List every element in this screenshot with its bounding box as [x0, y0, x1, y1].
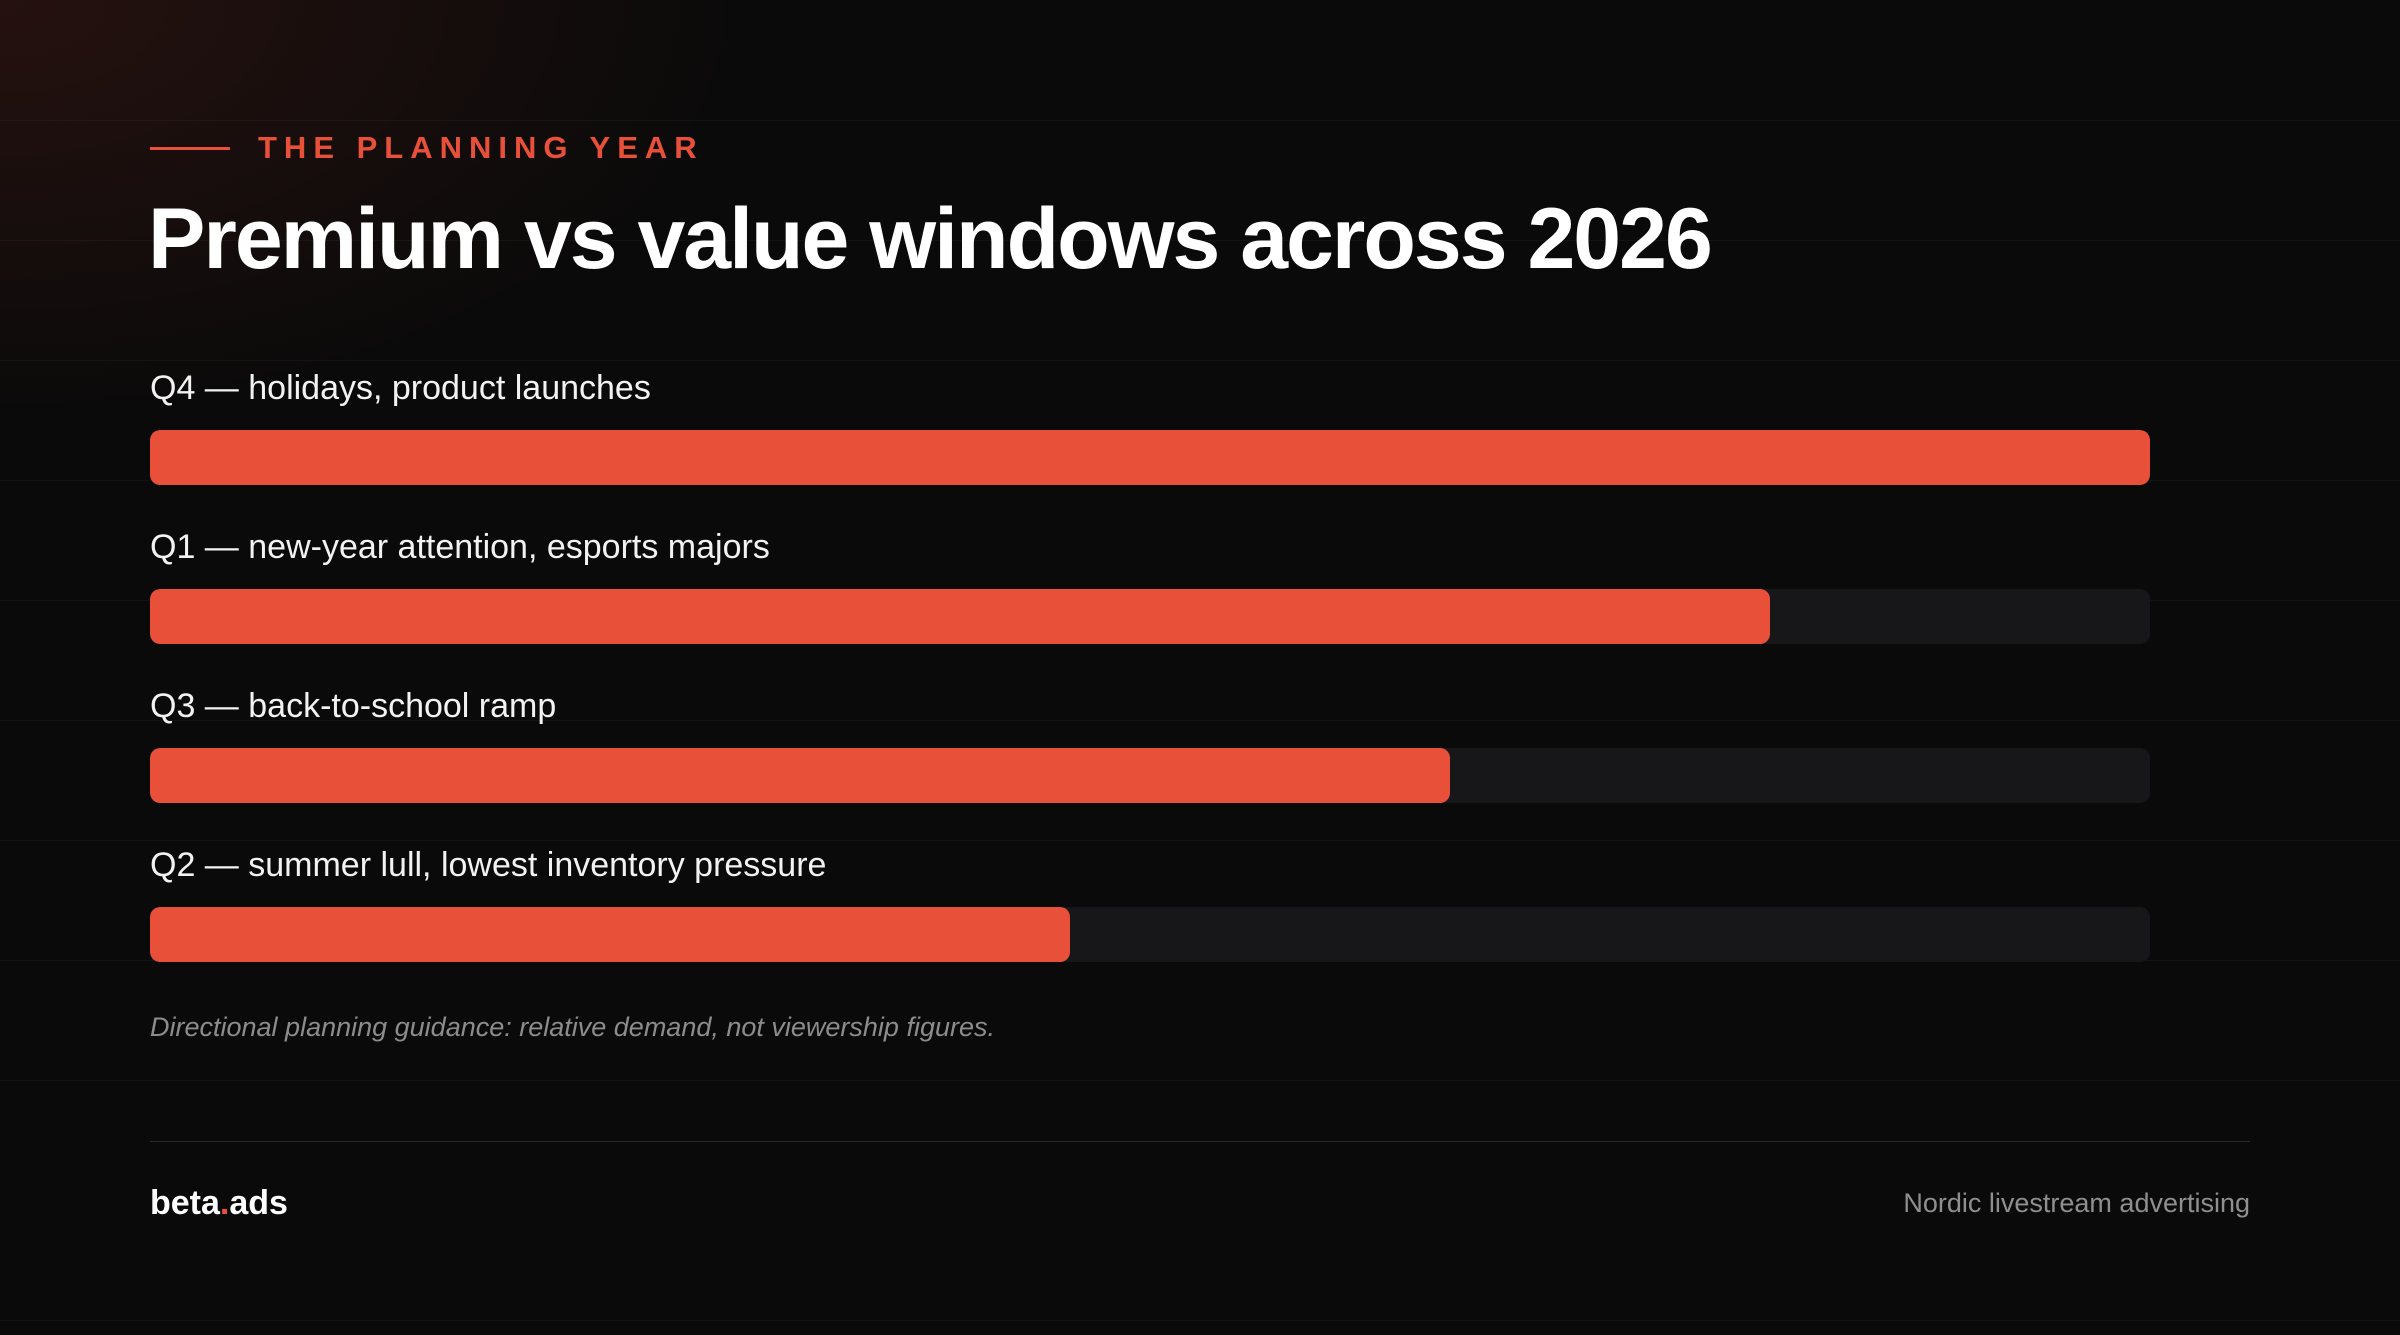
- bar-track: [150, 589, 2150, 644]
- brand-name-part1: beta: [150, 1184, 220, 1222]
- bar-row: Q3 — back-to-school ramp: [150, 683, 2150, 842]
- brand-name-part2: ads: [229, 1184, 288, 1222]
- footer-divider: [150, 1141, 2250, 1142]
- bar-track: [150, 430, 2150, 485]
- eyebrow-rule: [150, 146, 230, 150]
- bar-label: Q1 — new-year attention, esports majors: [150, 528, 770, 566]
- brand-dot: .: [219, 1184, 230, 1222]
- background-gridline: [0, 1080, 2400, 1081]
- page-title: Premium vs value windows across 2026: [148, 191, 1713, 287]
- bar: [150, 589, 1770, 644]
- bar-row: Q1 — new-year attention, esports majors: [150, 524, 2150, 683]
- bar: [150, 430, 2150, 485]
- background-gridline: [0, 360, 2400, 361]
- tagline: Nordic livestream advertising: [1903, 1188, 2250, 1218]
- bar-label: Q4 — holidays, product launches: [150, 369, 651, 407]
- eyebrow: THE PLANNING YEAR: [150, 130, 704, 166]
- bar-row: Q4 — holidays, product launches: [150, 365, 2150, 524]
- eyebrow-text: THE PLANNING YEAR: [258, 130, 704, 165]
- background-gridline: [0, 120, 2400, 121]
- bar-track: [150, 748, 2150, 803]
- bar-chart: Q4 — holidays, product launches Q1 — new-…: [150, 365, 2150, 1001]
- bar-label: Q3 — back-to-school ramp: [150, 687, 557, 725]
- brand-logo: beta.ads: [150, 1184, 288, 1223]
- footnote: Directional planning guidance: relative …: [150, 1012, 995, 1042]
- bar: [150, 748, 1450, 803]
- bar-label: Q2 — summer lull, lowest inventory press…: [150, 846, 827, 884]
- bar-row: Q2 — summer lull, lowest inventory press…: [150, 842, 2150, 1001]
- background-gridline: [0, 1320, 2400, 1321]
- bar: [150, 907, 1070, 962]
- bar-track: [150, 907, 2150, 962]
